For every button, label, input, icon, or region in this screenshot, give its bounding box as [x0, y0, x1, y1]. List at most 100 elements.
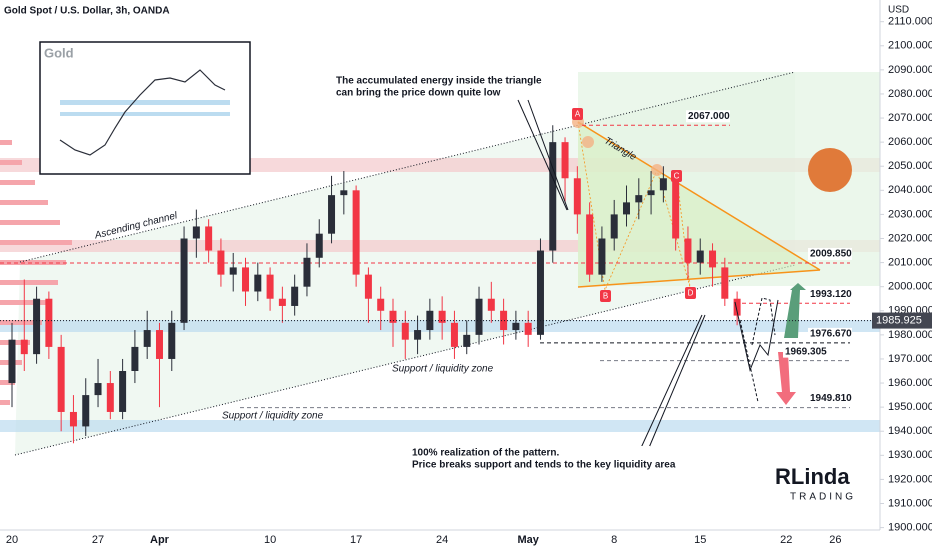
point-label: B [603, 292, 608, 301]
y-tick-label: 2100.000 [888, 40, 932, 52]
x-tick-label: 22 [780, 534, 792, 546]
candle-body [45, 298, 53, 347]
candle-body [377, 298, 385, 311]
candle-body [119, 371, 127, 412]
y-tick-label: 2050.000 [888, 160, 932, 172]
y-tick-label: 2040.000 [888, 184, 932, 196]
candle-body [450, 322, 458, 347]
liquidity-zone [0, 420, 880, 432]
candle-body [561, 142, 569, 179]
y-tick-label: 2010.000 [888, 256, 932, 268]
candle-body [389, 310, 397, 323]
triangle-fill [578, 122, 820, 287]
candle-body [610, 214, 618, 239]
level-label: 2067.000 [688, 111, 730, 122]
logo-text: RLinda [775, 464, 850, 489]
candle-body [180, 238, 188, 323]
y-tick-label: 2000.000 [888, 281, 932, 293]
level-label: 1976.670 [810, 329, 852, 340]
candle-body [131, 346, 139, 371]
y-tick-label: 2020.000 [888, 232, 932, 244]
callout-line [647, 314, 706, 451]
candle-body [696, 250, 704, 263]
candle-body [20, 339, 28, 355]
candle-body [721, 267, 729, 299]
pivot [651, 164, 663, 176]
candle-body [106, 383, 114, 412]
candle-body [500, 310, 508, 331]
y-tick-label: 2090.000 [888, 64, 932, 76]
x-tick-label: 8 [611, 534, 617, 546]
x-tick-label: Apr [150, 534, 170, 546]
projection [739, 319, 759, 403]
currency: USD [888, 5, 909, 16]
candle-body [463, 334, 471, 347]
candle-body [254, 274, 262, 292]
x-tick-label: 20 [6, 534, 18, 546]
level-label: 2009.850 [810, 249, 852, 260]
candle-body [401, 322, 409, 340]
candle-body [303, 257, 311, 287]
callout-box [328, 74, 518, 100]
candle-body [623, 202, 630, 215]
candle-body [229, 267, 237, 275]
projection [734, 299, 779, 372]
candle-body [598, 238, 606, 275]
y-tick-label: 1950.000 [888, 401, 932, 413]
x-tick-label: 15 [694, 534, 706, 546]
candle-body [143, 330, 151, 347]
x-tick-label: 24 [436, 534, 448, 546]
price-axis [880, 0, 932, 550]
x-tick-label: 17 [350, 534, 362, 546]
candle-body [69, 411, 77, 427]
zone-label: Support / liquidity zone [392, 364, 494, 375]
y-tick-label: 2060.000 [888, 136, 932, 148]
candle-body [635, 195, 643, 203]
callout-text: can bring the price down quite low [336, 88, 501, 99]
candle-body [291, 286, 299, 306]
candle-body [217, 250, 225, 275]
y-tick-label: 1980.000 [888, 329, 932, 341]
x-tick-label: 10 [264, 534, 276, 546]
callout-line [517, 99, 568, 211]
candle-body [647, 190, 655, 196]
up-arrow [784, 283, 806, 338]
y-tick-label: 1970.000 [888, 353, 932, 365]
pivot [582, 136, 594, 148]
candle-body [586, 214, 594, 275]
level-label-bg [808, 392, 852, 405]
down-arrow [776, 352, 796, 405]
candle-body [82, 395, 90, 427]
level-label-bg [808, 288, 852, 301]
candle-body [315, 233, 323, 258]
y-tick-label: 1920.000 [888, 473, 932, 485]
candle-body [536, 250, 544, 335]
projection [751, 297, 776, 346]
channel-lower [14, 264, 796, 456]
candle-body [242, 267, 250, 292]
inset-title: Gold [44, 45, 74, 60]
level-label-bg [783, 345, 827, 358]
x-tick-label: May [517, 534, 539, 546]
last-price-box [872, 312, 932, 329]
callout-line [639, 314, 703, 451]
point-label: A [575, 110, 581, 119]
candle-body [549, 142, 557, 251]
candle-body [168, 322, 176, 359]
candle-body [684, 238, 692, 263]
y-tick-label: 1900.000 [888, 521, 932, 533]
inset-chart: Gold [39, 41, 251, 175]
candle-body [205, 226, 213, 251]
point-labels: A B C D [572, 108, 696, 302]
point-label: D [688, 289, 694, 298]
candle-body [512, 322, 520, 331]
y-tick-label: 1910.000 [888, 497, 932, 509]
candle-body [57, 346, 65, 412]
candle-body [8, 339, 16, 384]
logo: RLinda TRADING [775, 464, 853, 503]
mascot [808, 148, 852, 192]
x-tick-label: 26 [829, 534, 841, 546]
level-label: 1993.120 [810, 289, 852, 300]
candle-body [414, 330, 422, 340]
